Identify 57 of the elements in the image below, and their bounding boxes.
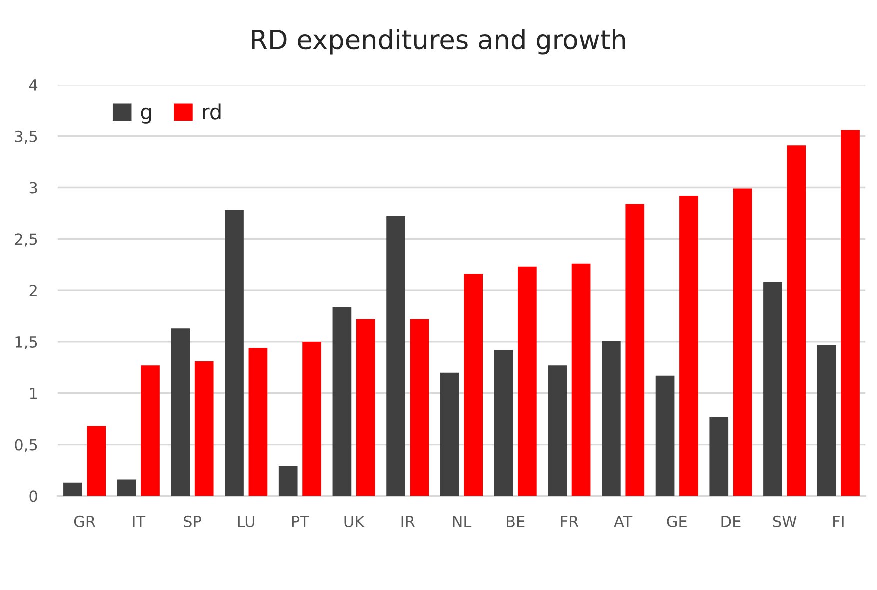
bar [386, 216, 406, 496]
y-tick-label: 2,5 [15, 234, 38, 247]
y-tick-label: 3,5 [15, 130, 38, 144]
bar [733, 188, 752, 496]
y-tick-label: 3 [30, 182, 38, 194]
x-tick-label: PT [292, 516, 310, 528]
bar [278, 466, 298, 496]
bar [572, 264, 591, 496]
bar [464, 274, 484, 496]
bar [225, 210, 244, 496]
bar [787, 146, 806, 496]
x-tick-label: IR [402, 516, 416, 528]
bar [841, 130, 860, 496]
y-tick-label: 0 [30, 490, 38, 502]
bar [494, 350, 514, 496]
bar [410, 319, 430, 496]
legend-label: rd [203, 104, 221, 120]
chart-title: RD expenditures and growth [252, 29, 626, 55]
bar [548, 366, 568, 496]
bar [248, 348, 268, 496]
x-tick-label: AT [614, 516, 633, 528]
bar [817, 345, 836, 496]
y-tick-label: 1 [30, 388, 38, 400]
x-tick-label: GE [667, 516, 687, 528]
x-tick-label: LU [238, 516, 254, 528]
bar [518, 266, 537, 496]
x-tick-label: UK [344, 516, 365, 528]
bar [656, 376, 675, 496]
bar [64, 482, 82, 496]
x-tick-label: DE [722, 516, 741, 528]
bar [710, 417, 729, 496]
bar [332, 307, 352, 496]
x-tick-label: FR [561, 516, 579, 528]
x-tick-label: IT [133, 516, 146, 528]
bar [764, 282, 782, 496]
legend-label: g [141, 108, 152, 124]
bar [680, 196, 698, 496]
bar [87, 426, 106, 496]
bar [141, 366, 160, 496]
x-tick-label: GR [74, 516, 96, 528]
y-tick-label: 2 [30, 285, 37, 296]
bar [171, 328, 190, 496]
bar [626, 204, 645, 496]
x-tick-label: BE [507, 516, 525, 528]
y-tick-label: 4 [29, 80, 38, 91]
x-tick-label: SP [184, 516, 202, 528]
x-tick-label: FI [834, 516, 844, 528]
bar [356, 319, 376, 496]
bar [302, 342, 322, 496]
bar [117, 480, 136, 496]
y-tick-label: 0,5 [15, 439, 38, 452]
y-tick-label: 1,5 [16, 336, 38, 350]
x-tick-label: SW [773, 516, 797, 528]
bar [440, 372, 460, 496]
bar [194, 362, 214, 496]
x-tick-label: NL [453, 516, 472, 528]
bar [602, 340, 621, 496]
